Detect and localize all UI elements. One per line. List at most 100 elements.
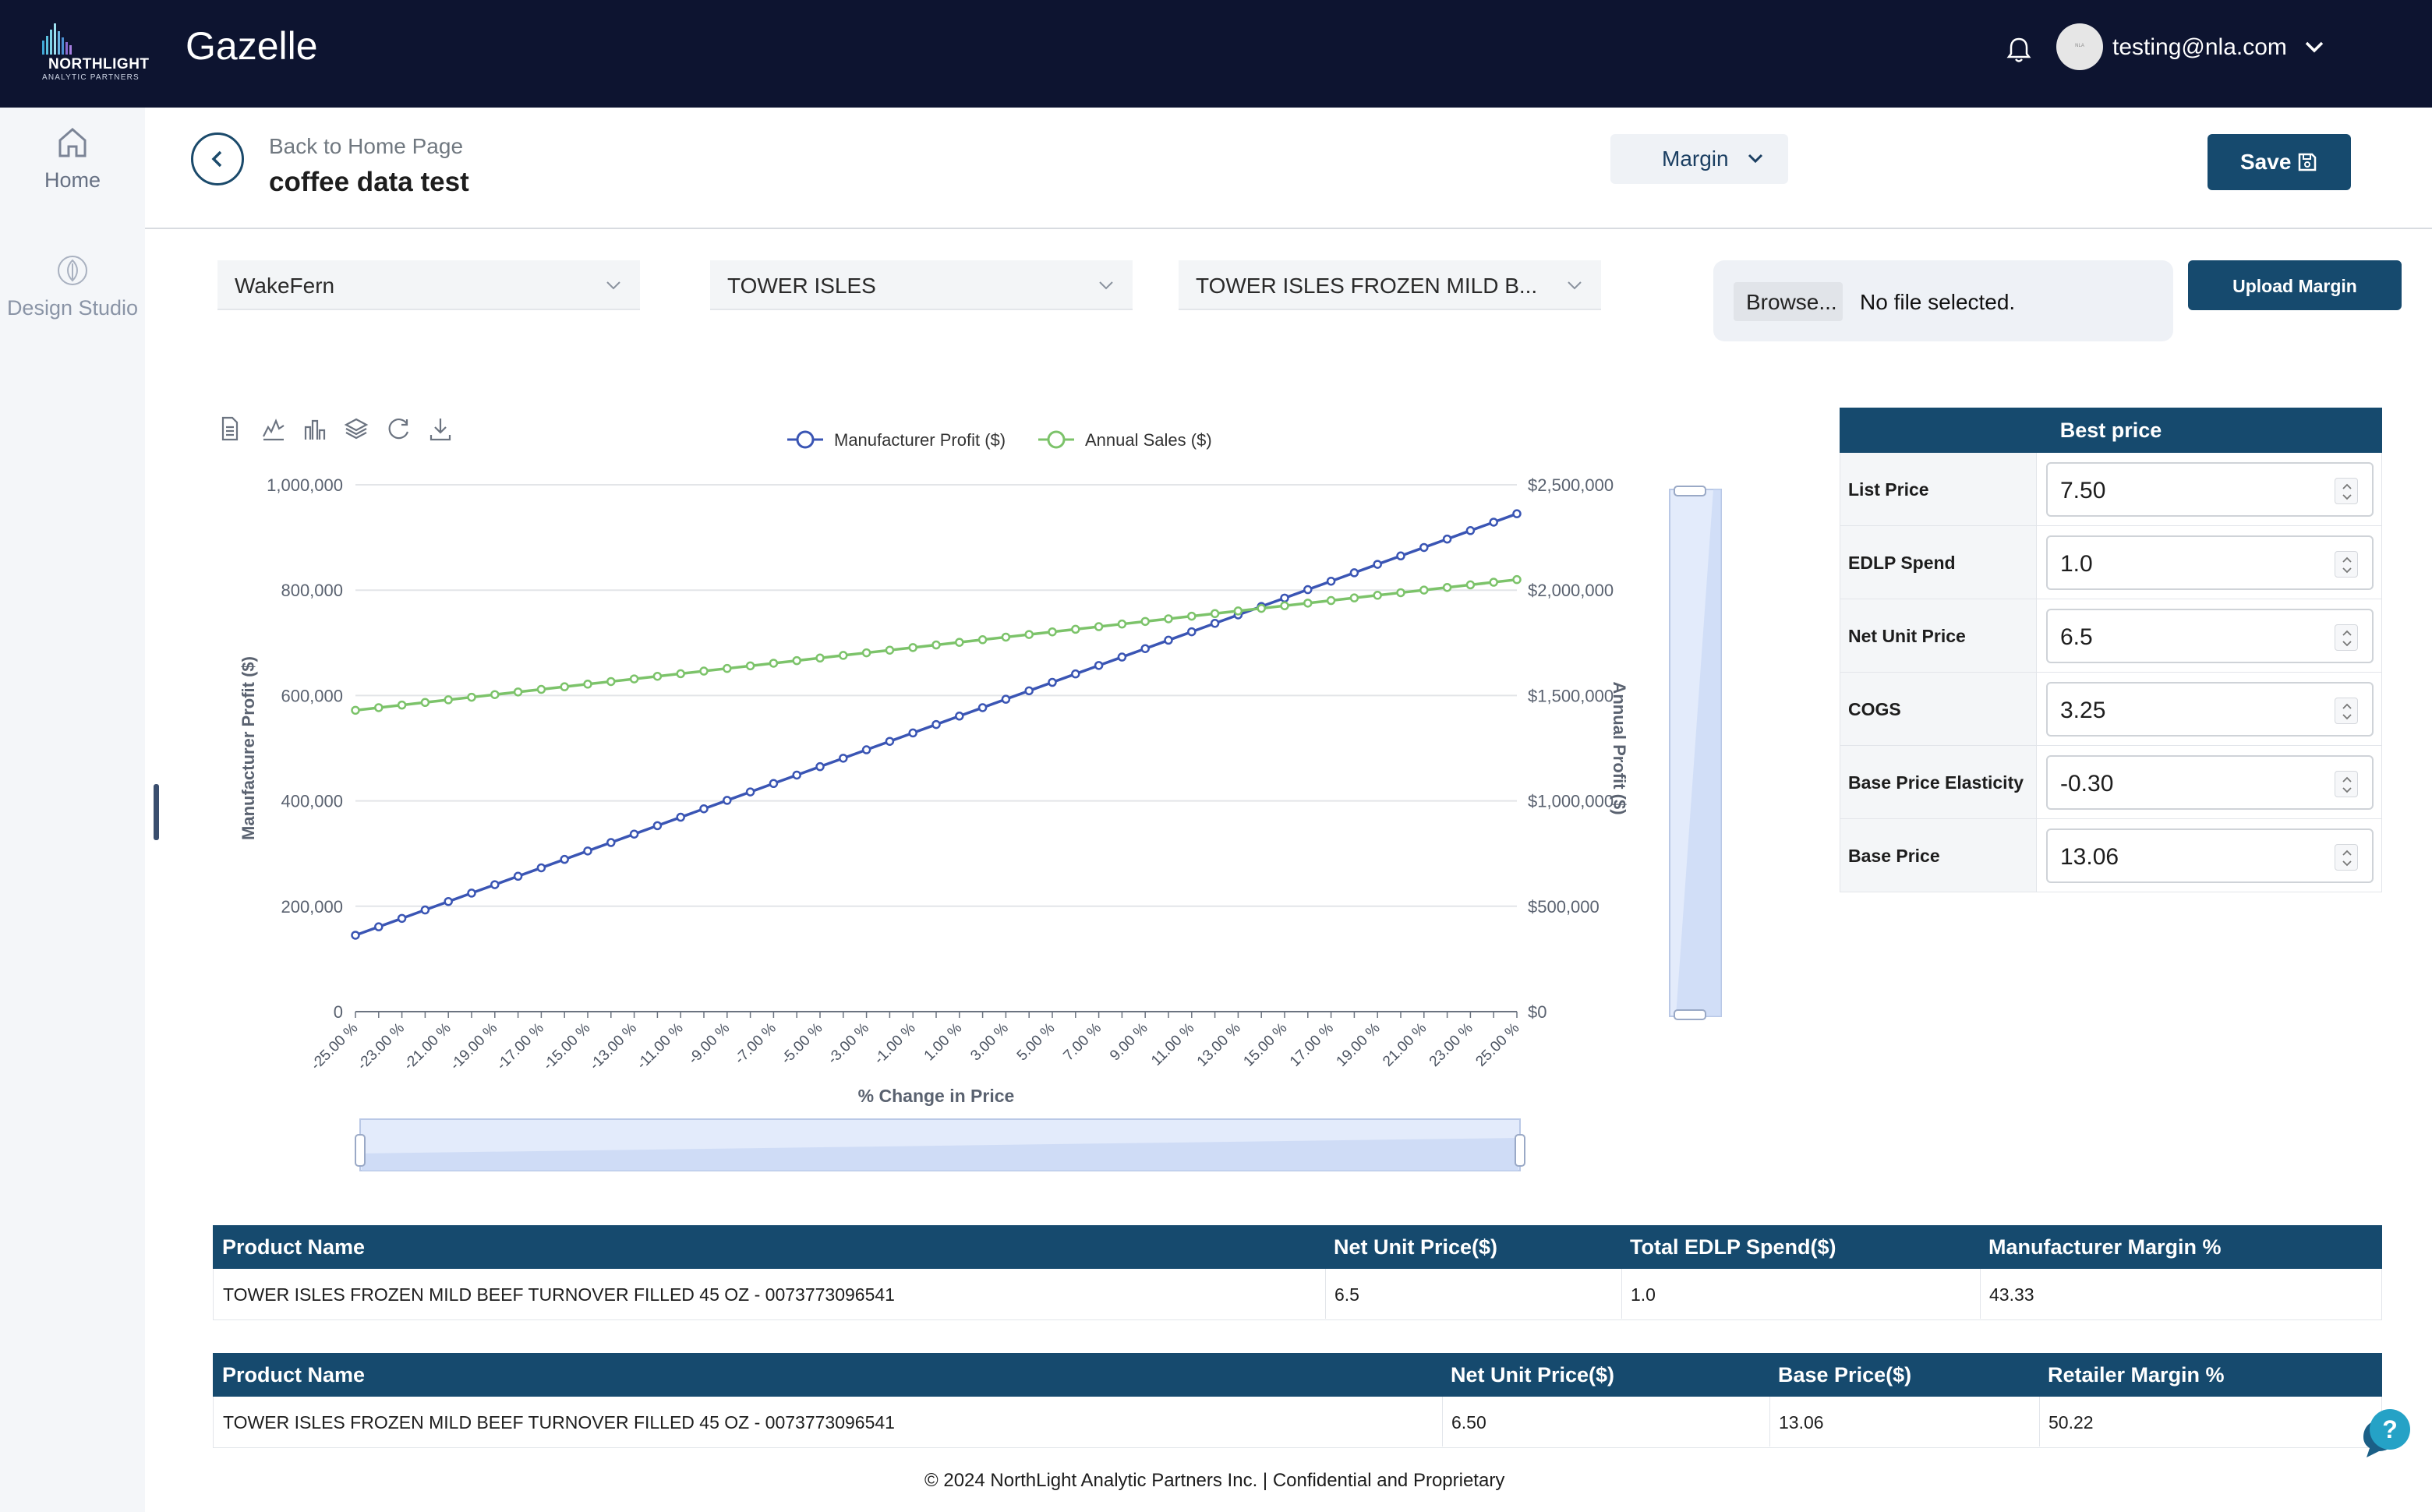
avatar[interactable]: NLA <box>2056 23 2103 70</box>
data-point <box>815 761 825 772</box>
data-point <box>676 669 685 679</box>
field-label: List Price <box>1848 479 1929 500</box>
base-price-elasticity-input[interactable]: -0.30 <box>2046 755 2374 810</box>
view-mode-select[interactable]: Margin <box>1610 134 1788 184</box>
number-stepper[interactable] <box>2335 844 2358 871</box>
data-point <box>792 770 801 780</box>
brand-value: TOWER ISLES <box>727 274 876 298</box>
upload-margin-button[interactable]: Upload Margin <box>2188 260 2402 310</box>
data-point <box>1489 578 1498 587</box>
save-button-label: Save <box>2240 150 2292 174</box>
data-point <box>1001 694 1011 704</box>
sidebar-resize-handle[interactable] <box>154 784 159 840</box>
back-to-home-link[interactable]: Back to Home Page <box>269 134 464 158</box>
data-point <box>1349 593 1359 602</box>
x-tick-label: -11.00 % <box>634 1020 687 1073</box>
x-tick-label: 13.00 % <box>1194 1020 1244 1070</box>
data-point <box>1512 574 1522 585</box>
up-down-arrows-icon <box>2342 850 2352 867</box>
y-right-tick-label: $2,000,000 <box>1528 581 1614 600</box>
data-point <box>1210 619 1220 628</box>
cogs-input[interactable]: 3.25 <box>2046 682 2374 737</box>
brand-dropdown[interactable]: TOWER ISLES <box>710 260 1133 310</box>
base-price-cell: 13.06 <box>1779 1412 1824 1433</box>
home-icon <box>58 128 87 157</box>
data-point <box>606 838 616 847</box>
best-price-row-edlp-spend: EDLP Spend 1.0 <box>1840 526 2382 599</box>
x-tick-label: 11.00 % <box>1148 1020 1197 1069</box>
data-point <box>1140 616 1150 627</box>
retailer-dropdown[interactable]: WakeFern <box>217 260 640 310</box>
product-dropdown[interactable]: TOWER ISLES FROZEN MILD B... <box>1179 260 1601 310</box>
back-button[interactable] <box>191 132 244 185</box>
data-point <box>513 687 523 697</box>
legend-label: Annual Sales ($) <box>1085 430 1212 450</box>
data-point <box>1280 601 1289 610</box>
data-point <box>397 913 407 924</box>
app-title: Gazelle <box>186 24 318 68</box>
chevron-down-icon[interactable] <box>2303 37 2326 56</box>
data-point <box>769 659 779 668</box>
zoom-handle-right <box>1515 1134 1525 1167</box>
field-label-cell: Base Price Elasticity <box>1840 746 2037 818</box>
data-point <box>1094 622 1104 631</box>
field-label: Net Unit Price <box>1848 626 1966 646</box>
restore-icon <box>388 419 409 440</box>
data-point <box>1326 595 1336 606</box>
legend-swatch-marker <box>1047 430 1066 449</box>
chevron-down-icon <box>1748 154 1763 164</box>
data-point <box>467 692 476 702</box>
number-stepper[interactable] <box>2335 698 2358 724</box>
column-header: Net Unit Price($) <box>1451 1363 1615 1387</box>
data-point <box>977 703 988 712</box>
edlp-spend-input[interactable]: 1.0 <box>2046 535 2374 590</box>
sidebar-item-home[interactable]: Home <box>0 125 145 193</box>
data-point <box>955 638 964 647</box>
x-tick-label: 15.00 % <box>1240 1020 1290 1070</box>
input-value: 7.50 <box>2060 478 2106 503</box>
data-point <box>420 698 430 708</box>
data-point <box>1489 518 1498 527</box>
data-point <box>1257 603 1266 613</box>
up-down-arrows-icon <box>2342 556 2352 574</box>
zoom-handle-bottom <box>1674 1009 1706 1020</box>
data-point <box>745 661 755 671</box>
header-divider <box>145 228 2432 229</box>
y-right-tick-label: $500,000 <box>1528 897 1600 917</box>
data-point <box>1349 568 1359 578</box>
number-stepper[interactable] <box>2335 478 2358 504</box>
data-point <box>583 680 592 689</box>
data-point <box>955 712 964 721</box>
data-point <box>1396 588 1405 598</box>
data-point <box>513 871 523 881</box>
logo-mark-icon <box>42 23 72 55</box>
data-point <box>1373 591 1382 600</box>
data-point <box>374 703 384 712</box>
data-point <box>1303 585 1313 595</box>
y-left-tick-label: 800,000 <box>281 581 343 600</box>
number-stepper[interactable] <box>2335 551 2358 578</box>
data-point <box>583 846 592 856</box>
help-chat-icon[interactable]: ? <box>2351 1403 2416 1468</box>
cell-divider <box>2039 1397 2040 1447</box>
best-price-row-base-price: Base Price 13.06 <box>1840 819 2382 892</box>
data-point <box>1512 509 1522 518</box>
number-stepper[interactable] <box>2335 624 2358 651</box>
sidebar-item-design-studio[interactable]: Design Studio <box>0 253 145 320</box>
list-price-input[interactable]: 7.50 <box>2046 462 2374 517</box>
base-price-input[interactable]: 13.06 <box>2046 828 2374 883</box>
data-point <box>1024 630 1034 639</box>
data-point <box>1280 593 1289 603</box>
data-point <box>1465 580 1476 590</box>
input-value: 3.25 <box>2060 698 2106 723</box>
number-stepper[interactable] <box>2335 771 2358 797</box>
retailer-margin-cell: 50.22 <box>2048 1412 2094 1433</box>
zoom-handle-top <box>1674 486 1706 496</box>
net-unit-price-input[interactable]: 6.5 <box>2046 609 2374 663</box>
bell-icon[interactable] <box>2005 34 2033 65</box>
browse-button[interactable]: Browse... <box>1734 282 1843 321</box>
northlight-logo[interactable]: NORTHLIGHT ANALYTIC PARTNERS <box>34 19 151 84</box>
leaf-icon <box>58 256 87 285</box>
user-email[interactable]: testing@nla.com <box>2112 34 2287 60</box>
save-button[interactable]: Save <box>2208 134 2351 190</box>
